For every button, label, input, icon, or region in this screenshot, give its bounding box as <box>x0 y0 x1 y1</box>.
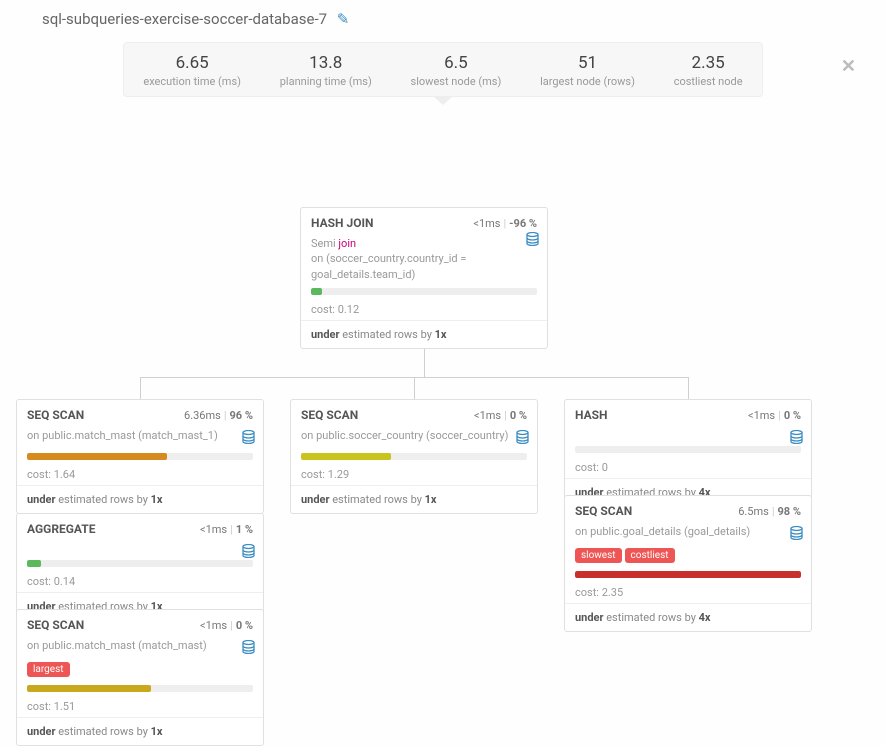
cost-bar <box>27 560 253 567</box>
node-metrics: <1ms|1 % <box>200 523 253 536</box>
node-detail: on public.match_mast (match_mast) <box>17 638 263 659</box>
plan-canvas: HASH JOIN <1ms|-96 % Semi joinon (soccer_c… <box>0 97 886 657</box>
node-cost: cost: 0.12 <box>301 299 547 320</box>
node-title: SEQ SCAN <box>27 618 84 632</box>
node-detail: Semi joinon (soccer_country.country_id =… <box>301 236 547 284</box>
node-estimate: under estimated rows by 1x <box>291 485 537 513</box>
database-icon <box>526 232 539 253</box>
connector <box>688 377 689 399</box>
stat-plan-time: 13.8planning time (ms) <box>280 53 372 88</box>
node-detail: on public.soccer_country (soccer_country… <box>291 428 537 449</box>
node-cost: cost: 1.29 <box>291 464 537 485</box>
database-icon <box>242 430 255 451</box>
cost-bar <box>311 288 537 295</box>
node-detail: on public.goal_details (goal_details) <box>565 524 811 545</box>
stat-slowest: 6.5slowest node (ms) <box>411 53 502 88</box>
database-icon <box>516 430 529 451</box>
cost-bar <box>27 685 253 692</box>
node-detail <box>565 428 811 442</box>
stat-largest: 51largest node (rows) <box>540 53 635 88</box>
node-title: SEQ SCAN <box>301 408 358 422</box>
connector <box>424 347 425 377</box>
node-badges: slowestcostliest <box>565 545 811 567</box>
node-title: HASH <box>575 408 608 422</box>
page-title: sql-subqueries-exercise-soccer-database-… <box>0 0 886 28</box>
node-cost: cost: 0 <box>565 457 811 478</box>
stat-exec-time: 6.65execution time (ms) <box>143 53 241 88</box>
node-metrics: <1ms|0 % <box>748 409 801 422</box>
plan-node-agg[interactable]: AGGREGATE<1ms|1 %cost: 0.14under estimat… <box>16 513 264 621</box>
node-metrics: <1ms|-96 % <box>473 217 537 230</box>
plan-node-seq3[interactable]: SEQ SCAN 6.5ms|98 % on public.goal_details… <box>564 495 812 632</box>
node-metrics: <1ms|0 % <box>200 619 253 632</box>
node-cost: cost: 1.64 <box>17 464 263 485</box>
connector <box>140 377 141 399</box>
edit-icon[interactable]: ✎ <box>337 10 350 28</box>
plan-node-hash[interactable]: HASH<1ms|0 %cost: 0under estimated rows … <box>564 399 812 507</box>
close-icon[interactable]: ✕ <box>841 56 856 77</box>
database-icon <box>242 544 255 565</box>
node-detail <box>17 542 263 556</box>
cost-bar <box>575 571 801 578</box>
plan-node-seq1[interactable]: SEQ SCAN 6.36ms|96 % on public.match_mast … <box>16 399 264 514</box>
node-detail: on public.match_mast (match_mast_1) <box>17 428 263 449</box>
badge-costliest: costliest <box>625 548 675 563</box>
node-cost: cost: 1.51 <box>17 696 263 717</box>
node-metrics: 6.5ms|98 % <box>738 505 801 518</box>
node-estimate: under estimated rows by 4x <box>565 603 811 631</box>
node-title: SEQ SCAN <box>27 408 84 422</box>
title-text: sql-subqueries-exercise-soccer-database-… <box>42 10 327 28</box>
connector <box>414 377 415 399</box>
node-estimate: under estimated rows by 1x <box>17 485 263 513</box>
cost-bar <box>301 453 527 460</box>
stats-summary: 6.65execution time (ms) 13.8planning tim… <box>123 42 763 97</box>
node-title: AGGREGATE <box>27 522 95 536</box>
node-metrics: <1ms|0 % <box>474 409 527 422</box>
node-estimate: under estimated rows by 1x <box>17 717 263 745</box>
node-title: HASH JOIN <box>311 216 373 230</box>
plan-node-seq4[interactable]: SEQ SCAN <1ms|0 % on public.match_mast (ma… <box>16 609 264 746</box>
database-icon <box>790 526 803 547</box>
node-metrics: 6.36ms|96 % <box>184 409 253 422</box>
node-title: SEQ SCAN <box>575 504 632 518</box>
badge-largest: largest <box>27 662 70 677</box>
plan-node-seq2[interactable]: SEQ SCAN <1ms|0 % on public.soccer_country… <box>290 399 538 514</box>
node-cost: cost: 2.35 <box>565 582 811 603</box>
database-icon <box>242 640 255 661</box>
node-estimate: under estimated rows by 1x <box>301 320 547 348</box>
node-badges: largest <box>17 659 263 681</box>
node-cost: cost: 0.14 <box>17 571 263 592</box>
cost-bar <box>575 446 801 453</box>
stat-costliest: 2.35costliest node <box>674 53 743 88</box>
cost-bar <box>27 453 253 460</box>
plan-node-hashjoin[interactable]: HASH JOIN <1ms|-96 % Semi joinon (soccer_c… <box>300 207 548 349</box>
database-icon <box>790 430 803 451</box>
badge-slowest: slowest <box>575 548 622 563</box>
